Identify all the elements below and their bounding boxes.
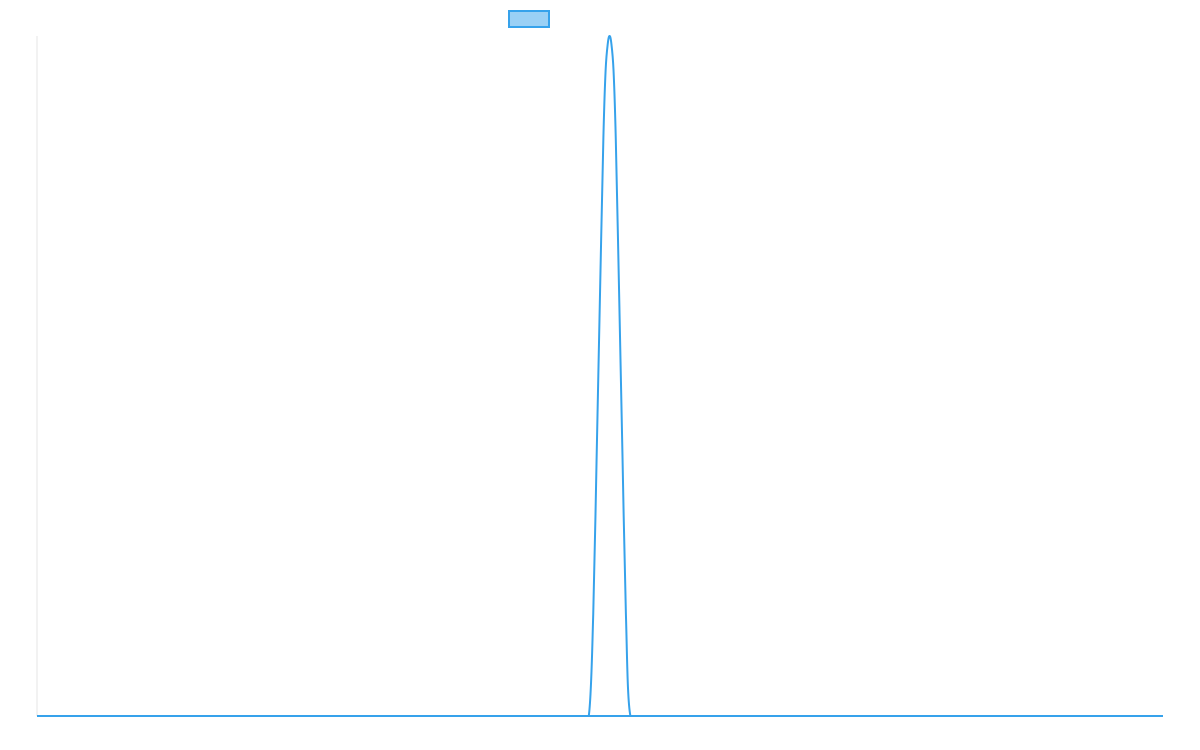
legend-swatch[interactable] (508, 10, 550, 28)
series-line (37, 35, 1163, 718)
